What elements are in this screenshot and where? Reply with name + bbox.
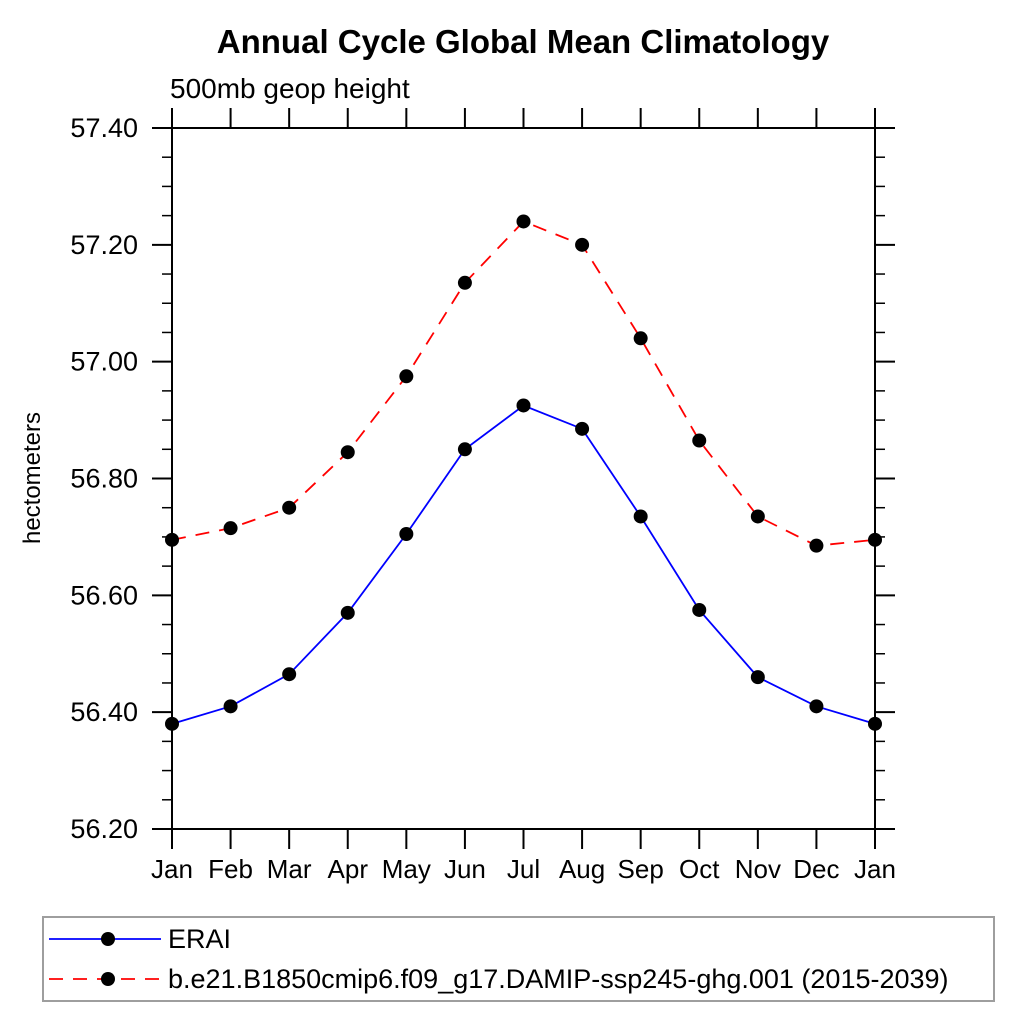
y-tick-label: 56.80	[70, 464, 138, 494]
series-line-0	[171, 404, 876, 725]
legend-label-0: ERAI	[168, 923, 232, 954]
series-0-marker	[575, 421, 590, 436]
x-tick-label: Jul	[507, 854, 540, 884]
series-1-marker	[282, 500, 297, 515]
series-1-marker	[340, 445, 355, 460]
series-1-marker	[223, 521, 238, 536]
series-0-marker	[340, 605, 355, 620]
legend-line-sample-1	[49, 972, 161, 986]
series-1-marker	[692, 433, 707, 448]
y-tick-label: 57.00	[70, 347, 138, 377]
x-tick-label: Sep	[618, 854, 664, 884]
series-1-marker	[516, 214, 531, 229]
y-tick-label: 57.40	[70, 113, 138, 143]
x-tick-label: Feb	[208, 854, 253, 884]
series-line-1	[171, 220, 876, 547]
y-axis-label: hectometers	[19, 412, 46, 544]
x-tick-label: Apr	[328, 854, 369, 884]
series-0-marker	[750, 670, 765, 685]
plot-frame	[171, 127, 876, 830]
y-tick-label: 57.20	[70, 230, 138, 260]
x-tick-label: Jan	[151, 854, 193, 884]
series-0-marker	[457, 442, 472, 457]
series-1-marker	[457, 275, 472, 290]
series-1-marker	[633, 331, 648, 346]
series-0-marker	[282, 667, 297, 682]
legend-item-1: b.e21.B1850cmip6.f09_g17.DAMIP-ssp245-gh…	[46, 960, 993, 998]
x-tick-label: Nov	[735, 854, 781, 884]
chart-subtitle: 500mb geop height	[170, 73, 410, 104]
chart-title: Annual Cycle Global Mean Climatology	[217, 23, 830, 60]
series-0-marker	[165, 716, 179, 731]
series-1-marker	[809, 538, 824, 553]
series-1-marker	[868, 532, 882, 547]
legend-item-0: ERAI	[46, 920, 993, 958]
legend-label-1: b.e21.B1850cmip6.f09_g17.DAMIP-ssp245-gh…	[168, 963, 949, 994]
series-0-marker	[516, 398, 531, 413]
legend: ERAI b.e21.B1850cmip6.f09_g17.DAMIP-ssp24…	[42, 916, 995, 1002]
series-1-marker	[575, 237, 590, 252]
series-0-marker	[399, 526, 414, 541]
series-0-marker	[633, 509, 648, 524]
series-0-marker	[868, 716, 882, 731]
x-tick-label: May	[382, 854, 431, 884]
series-1-marker	[750, 509, 765, 524]
x-tick-label: Aug	[559, 854, 605, 884]
series-0-marker	[223, 699, 238, 714]
legend-line-sample-0	[49, 932, 161, 946]
y-tick-label: 56.40	[70, 697, 138, 727]
series-1-marker	[165, 532, 179, 547]
plot-area: Jan Feb Mar Apr May Jun Jul Aug Sep Oct Nov Dec Jan 5…	[70, 108, 896, 884]
series-1-marker	[399, 369, 414, 384]
series-0-marker	[809, 699, 824, 714]
y-tick-label: 56.20	[70, 814, 138, 844]
y-tick-label: 56.60	[70, 580, 138, 610]
x-tick-label: Mar	[267, 854, 312, 884]
x-tick-label: Jan	[854, 854, 896, 884]
x-tick-label: Dec	[793, 854, 839, 884]
x-tick-label: Oct	[679, 854, 720, 884]
series-0-marker	[692, 602, 707, 617]
legend-marker-icon	[101, 932, 115, 946]
legend-marker-icon	[101, 972, 115, 986]
x-tick-label: Jun	[444, 854, 486, 884]
